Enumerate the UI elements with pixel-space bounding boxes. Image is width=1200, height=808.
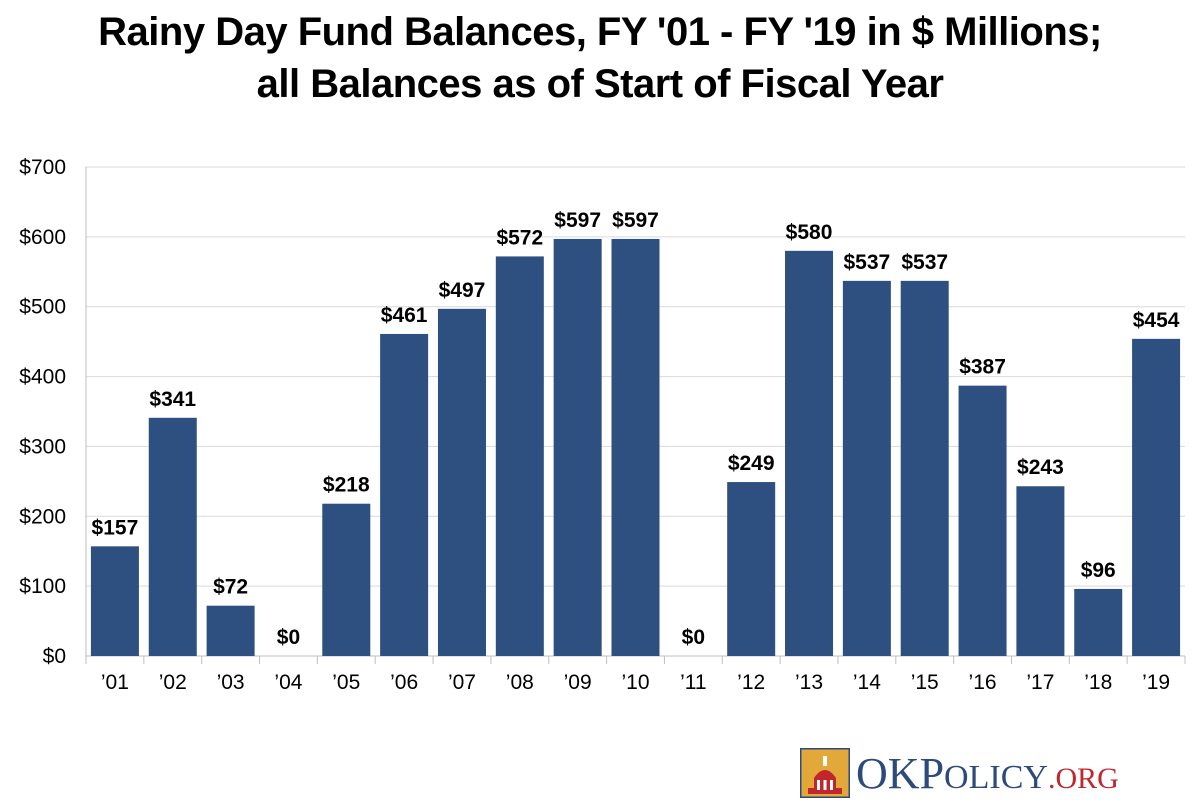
x-tick-label: ’09 (564, 671, 592, 694)
x-tick-label: ’06 (390, 671, 418, 694)
bar (1016, 486, 1065, 656)
y-tick-label: $400 (19, 366, 66, 389)
x-tick-label: ’11 (680, 671, 706, 694)
logo-letter-p: P (919, 749, 945, 798)
x-tick-label: ’05 (332, 671, 360, 694)
bar (90, 546, 139, 656)
data-label: $0 (682, 626, 705, 649)
bar (900, 280, 949, 656)
bar (148, 417, 197, 656)
data-label: $537 (901, 251, 948, 274)
x-tick-label: ’19 (1142, 671, 1170, 694)
data-label: $157 (92, 516, 139, 539)
bar (611, 238, 660, 656)
bar (785, 250, 834, 657)
chart-title-line-1: Rainy Day Fund Balances, FY '01 - FY '19… (98, 10, 1102, 54)
x-tick-label: ’07 (448, 671, 476, 694)
data-label: $597 (612, 209, 659, 232)
x-tick-label: ’17 (1026, 671, 1054, 694)
x-tick-label: ’04 (274, 671, 302, 694)
y-tick-label: $600 (19, 226, 66, 249)
bar (380, 333, 429, 656)
bar (1132, 338, 1181, 656)
y-tick-label: $0 (43, 645, 66, 668)
x-tick-label: ’10 (621, 671, 649, 694)
logo-letter-o: O (856, 749, 888, 798)
data-label: $580 (786, 221, 833, 244)
bar (553, 238, 602, 656)
x-tick-label: ’13 (795, 671, 823, 694)
bar (842, 280, 891, 656)
data-label: $218 (323, 474, 370, 497)
data-label: $461 (381, 304, 428, 327)
data-label: $597 (554, 209, 601, 232)
bar (958, 385, 1007, 656)
y-tick-label: $700 (19, 156, 66, 179)
logo-wordmark: OKPOLICY.ORG (856, 750, 1119, 808)
data-label: $243 (1017, 456, 1064, 479)
bar (1074, 588, 1123, 656)
data-labels: $157 $341 $72 $0 $218 $461 $497 $572 $597 $597 $0 $… (92, 209, 1180, 649)
x-tick-label: ’01 (101, 671, 129, 694)
x-tick-label: ’16 (969, 671, 997, 694)
y-tick-label: $300 (19, 435, 66, 458)
logo-letter-k: K (887, 749, 920, 798)
data-label: $497 (439, 279, 486, 302)
data-label: $537 (844, 251, 891, 274)
bar (322, 503, 371, 656)
x-tick-label: ’08 (506, 671, 534, 694)
data-label: $572 (496, 226, 543, 249)
chart-title: Rainy Day Fund Balances, FY '01 - FY '19… (0, 6, 1200, 110)
data-label: $0 (277, 626, 300, 649)
okpolicy-logo: OKPOLICY.ORG (798, 746, 1190, 800)
bar (495, 256, 544, 656)
x-tick-label: ’03 (217, 671, 245, 694)
bar (206, 605, 255, 656)
x-tick-label: ’02 (159, 671, 187, 694)
x-tick-label: ’12 (737, 671, 765, 694)
data-label: $454 (1133, 309, 1180, 332)
chart-title-line-2: all Balances as of Start of Fiscal Year (256, 62, 944, 106)
y-tick-label: $500 (19, 296, 66, 319)
x-tick-label: ’15 (911, 671, 939, 694)
logo-word-olicy: OLICY (944, 759, 1048, 796)
bar (437, 308, 486, 656)
y-tick-label: $200 (19, 505, 66, 528)
bar (727, 482, 776, 656)
capitol-dome-icon (798, 746, 852, 800)
data-label: $96 (1081, 559, 1116, 582)
y-axis-tick-labels: $0 $100 $200 $300 $400 $500 $600 $700 (19, 156, 66, 668)
y-tick-label: $100 (19, 575, 66, 598)
logo-org: .ORG (1047, 762, 1119, 795)
data-label: $387 (959, 356, 1006, 379)
x-tick-label: ’18 (1084, 671, 1112, 694)
bars (90, 238, 1181, 657)
data-label: $249 (728, 452, 775, 475)
data-label: $341 (149, 388, 196, 411)
data-label: $72 (213, 576, 248, 599)
x-tick-label: ’14 (853, 671, 881, 694)
x-axis-tick-labels: ’01 ’02 ’03 ’04 ’05 ’06 ’07 ’08 ’09 ’10 ’11 ’12 ’13 ’… (101, 671, 1170, 694)
